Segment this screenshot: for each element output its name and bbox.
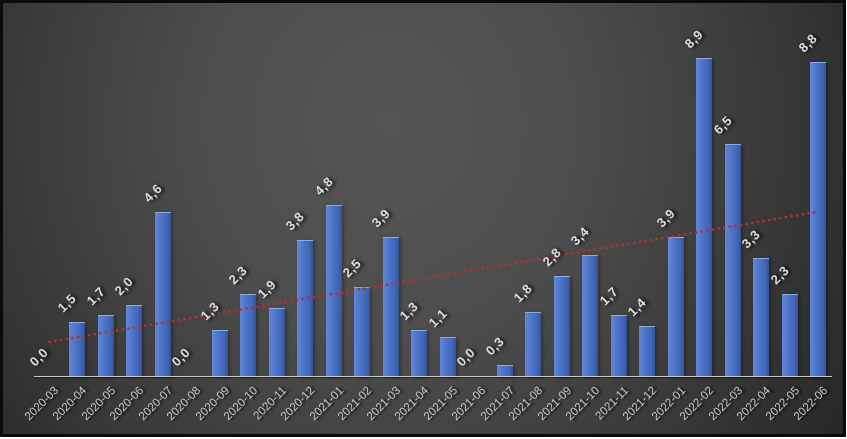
data-label-2022-04: 3,3 [738,226,764,252]
bar-2020-05 [97,315,114,377]
bar-2020-04 [69,322,85,377]
data-label-2022-06: 8,8 [795,30,821,56]
data-label-2020-04: 1,5 [54,290,80,316]
data-label-2022-02: 8,9 [681,26,707,52]
bar-2021-08 [525,312,541,377]
bar-2021-01 [325,205,342,377]
data-label-2021-07: 0,3 [482,333,507,359]
bar-2021-10 [582,255,598,377]
data-label-2021-08: 1,8 [510,280,536,306]
data-label-2022-01: 3,9 [653,205,678,231]
bar-2020-06 [126,305,142,377]
bar-2020-07 [154,212,171,377]
bar-2021-05 [439,337,456,377]
bar-2022-01 [667,237,684,377]
data-label-2021-04: 1,3 [396,298,422,324]
plot-area: 0,0 1,5 1,7 2,0 4,6 0,0 1,3 2,3 1,9 3,8 4,8 2,5 3,9 1… [3,3,843,434]
bar-2020-11 [268,308,285,377]
data-label-2022-05: 2,3 [767,262,792,288]
bar-2021-07 [496,365,513,377]
data-label-2020-05: 1,7 [83,283,108,309]
bar-2021-02 [354,287,370,377]
data-label-2020-10: 2,3 [225,262,251,288]
data-label-2021-09: 2,8 [539,244,564,270]
data-label-2020-11: 1,9 [254,276,279,302]
data-label-2022-03: 6,5 [710,112,735,138]
bar-2022-03 [724,144,741,377]
bar-2021-12 [639,326,655,377]
data-label-2021-11: 1,7 [596,283,621,309]
data-label-2020-12: 3,8 [282,208,308,234]
data-label-2020-08: 0,0 [168,344,194,370]
data-label-2020-09: 1,3 [197,298,222,324]
data-label-2021-05: 1,1 [425,305,450,331]
data-label-2020-07: 4,6 [140,180,165,206]
data-label-2021-10: 3,4 [567,223,593,249]
data-label-2021-12: 1,4 [624,294,650,320]
data-label-2021-01: 4,8 [311,173,336,199]
bar-2020-10 [240,294,256,377]
data-label-2021-06: 0,0 [453,344,479,370]
bar-2022-02 [696,58,712,377]
bar-2021-11 [610,315,627,377]
bar-2020-09 [211,330,228,377]
data-label-2021-03: 3,9 [368,205,393,231]
data-label-2021-02: 2,5 [339,255,365,281]
bar-2022-06 [810,62,826,377]
bar-2022-05 [781,294,798,377]
x-axis-line [34,376,832,377]
bar-2020-12 [297,240,313,377]
bar-2021-09 [553,276,570,377]
bar-2021-03 [382,237,399,377]
bar-2021-04 [411,330,427,377]
data-label-2020-06: 2,0 [111,273,137,299]
data-label-2020-03: 0,0 [26,344,51,370]
